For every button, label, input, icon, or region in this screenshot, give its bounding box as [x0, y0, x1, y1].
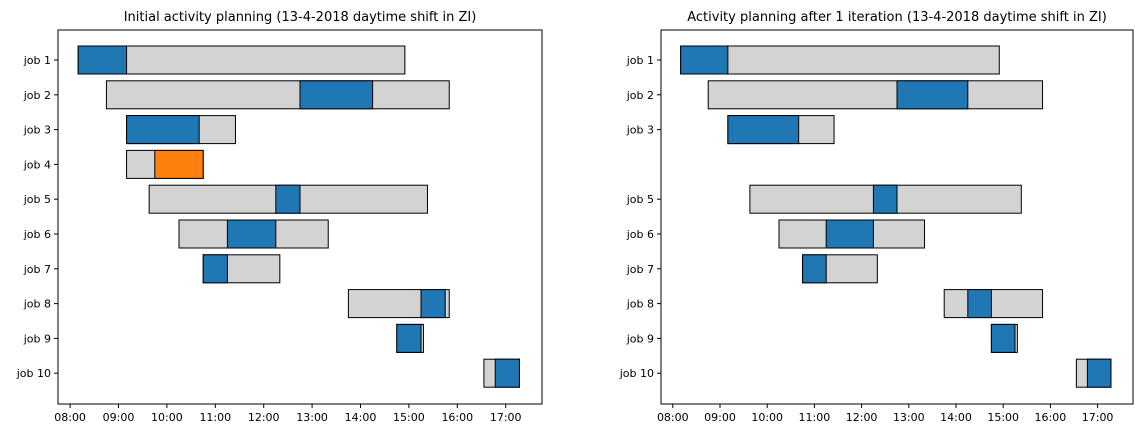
y-tick-label: job 6	[23, 228, 51, 241]
activity-bar	[727, 115, 800, 145]
chart-initial-planning: Initial activity planning (13-4-2018 day…	[16, 10, 543, 424]
time-window-bar	[943, 289, 1044, 319]
x-tick-label: 13:00	[893, 411, 925, 424]
activity-bar	[990, 323, 1016, 353]
y-tick-label: job 1	[23, 54, 51, 67]
time-window-bar	[680, 45, 1000, 75]
x-tick-label: 10:00	[751, 411, 783, 424]
axes-frame	[660, 29, 1134, 405]
x-tick-label: 12:00	[248, 411, 280, 424]
activity-bar	[680, 45, 729, 75]
y-tick-label: job 2	[626, 89, 654, 102]
time-window-bar	[707, 80, 1044, 110]
chart-title: Activity planning after 1 iteration (13-…	[687, 10, 1107, 25]
time-window-bar	[105, 80, 450, 110]
x-tick-label: 09:00	[103, 411, 135, 424]
chart-title: Initial activity planning (13-4-2018 day…	[124, 10, 477, 25]
activity-bar	[967, 289, 992, 319]
y-tick-label: job 6	[626, 228, 654, 241]
time-window-bar	[77, 45, 406, 75]
y-tick-label: job 3	[626, 124, 654, 137]
x-tick-label: 11:00	[799, 411, 831, 424]
activity-bar	[825, 219, 874, 249]
activity-bar	[299, 80, 374, 110]
y-tick-label: job 5	[626, 193, 654, 206]
activity-bar	[77, 45, 128, 75]
x-tick-label: 12:00	[846, 411, 878, 424]
x-tick-label: 10:00	[151, 411, 183, 424]
activity-bar	[1086, 358, 1112, 388]
y-tick-label: job 2	[23, 89, 51, 102]
y-tick-label: job 4	[23, 158, 51, 171]
x-tick-label: 08:00	[54, 411, 86, 424]
activity-bar	[896, 80, 969, 110]
activity-bar	[396, 323, 422, 353]
y-tick-label: job 3	[23, 124, 51, 137]
x-tick-label: 16:00	[441, 411, 473, 424]
x-tick-label: 14:00	[345, 411, 377, 424]
activity-bar	[494, 358, 520, 388]
activity-bar	[226, 219, 277, 249]
x-tick-label: 17:00	[490, 411, 522, 424]
y-tick-label: job 1	[626, 54, 654, 67]
x-tick-label: 15:00	[987, 411, 1019, 424]
x-tick-label: 15:00	[393, 411, 425, 424]
axes-frame	[57, 29, 543, 405]
x-tick-label: 08:00	[657, 411, 689, 424]
y-tick-label: job 10	[619, 367, 654, 380]
y-tick-label: job 9	[23, 332, 51, 345]
chart-after-iteration: Activity planning after 1 iteration (13-…	[619, 10, 1134, 424]
y-tick-label: job 7	[23, 263, 51, 276]
y-tick-label: job 5	[23, 193, 51, 206]
y-tick-label: job 10	[16, 367, 51, 380]
x-tick-label: 17:00	[1082, 411, 1114, 424]
x-tick-label: 11:00	[199, 411, 231, 424]
x-tick-label: 09:00	[704, 411, 736, 424]
activity-bar	[802, 254, 827, 284]
activity-bar	[202, 254, 228, 284]
activity-bar	[872, 184, 898, 214]
activity-bar	[126, 115, 200, 145]
y-tick-label: job 9	[626, 332, 654, 345]
activity-bar	[275, 184, 301, 214]
x-tick-label: 14:00	[940, 411, 972, 424]
x-tick-label: 16:00	[1035, 411, 1067, 424]
y-tick-label: job 8	[23, 298, 51, 311]
y-tick-label: job 7	[626, 263, 654, 276]
highlighted-activity-bar	[154, 149, 204, 179]
y-tick-label: job 8	[626, 298, 654, 311]
x-tick-label: 13:00	[296, 411, 328, 424]
activity-bar	[420, 289, 446, 319]
